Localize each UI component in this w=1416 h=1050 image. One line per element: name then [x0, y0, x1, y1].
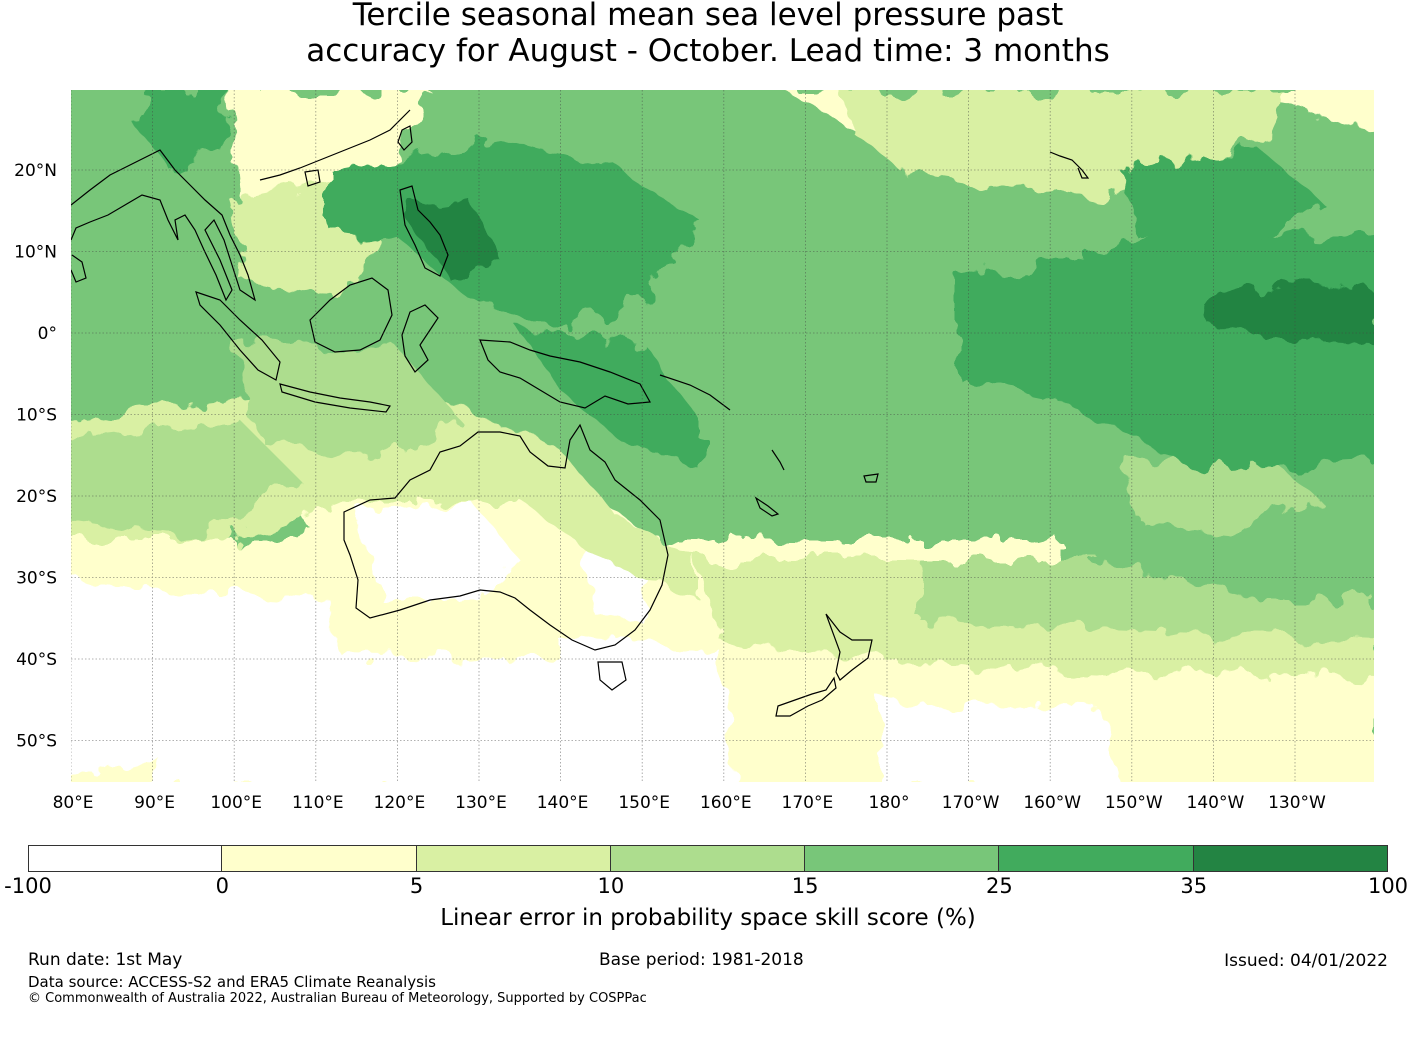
sulawesi-coastline	[401, 304, 439, 373]
colorbar-tick-label: 100	[1367, 874, 1409, 898]
longitude-label: 110°E	[292, 793, 344, 813]
longitude-label: 90°E	[134, 793, 175, 813]
java-coastline	[279, 383, 391, 413]
skill-region	[330, 140, 700, 330]
map-title-line-2: accuracy for August - October. Lead time…	[306, 33, 1110, 69]
longitude-label: 120°E	[374, 793, 426, 813]
longitude-label: 100°E	[210, 793, 262, 813]
longitude-label: 80°E	[53, 793, 94, 813]
hainan-coastline	[304, 169, 321, 187]
skill-region	[151, 650, 579, 782]
hawaii-outline	[1049, 151, 1090, 179]
skill-region	[560, 640, 739, 782]
skill-region	[520, 330, 700, 470]
latitude-label: 0°	[38, 324, 57, 344]
colorbar-tick-label: 10	[597, 874, 625, 898]
skill-score-map: 20°N 10°N 0° 10°S 20°S 30°S 40°S 50°S 80°E 90°E 1…	[14, 90, 1374, 813]
colorbar-tick-label: 5	[409, 874, 424, 898]
philippines-coastline	[399, 185, 449, 277]
latitude-label: 10°S	[16, 406, 57, 426]
colorbar-tick-label: 15	[791, 874, 819, 898]
taiwan-coastline	[397, 125, 413, 151]
longitude-label: 130°E	[455, 793, 507, 813]
sri-lanka-coastline	[71, 254, 87, 283]
colorbar-label: Linear error in probability space skill …	[440, 905, 976, 931]
colorbar-swatch	[28, 845, 223, 871]
latitude-labels: 20°N 10°N 0° 10°S 20°S 30°S 40°S 50°S	[14, 161, 57, 752]
longitude-labels: 80°E 90°E 100°E 110°E 120°E 130°E 140°E 150°E 16…	[53, 793, 1327, 813]
new-zealand-north-coastline	[825, 613, 873, 681]
skill-region	[230, 340, 460, 460]
copyright: © Commonwealth of Australia 2022, Austra…	[28, 991, 647, 1006]
colorbar-swatch	[610, 845, 806, 871]
skill-region	[920, 560, 1374, 640]
tasmania-coastline	[597, 661, 627, 691]
australia-coastline	[343, 423, 669, 651]
skill-region	[1120, 150, 1320, 240]
run-date: Run date: 1st May	[28, 950, 183, 970]
colorbar-swatch	[999, 845, 1194, 871]
new-caledonia-outline	[754, 496, 780, 517]
base-period: Base period: 1981-2018	[599, 950, 804, 970]
latitude-label: 20°S	[16, 487, 57, 507]
pacific-islands	[659, 151, 1090, 517]
longitude-label: 140°W	[1187, 793, 1245, 813]
borneo-coastline	[309, 277, 393, 353]
longitude-label: 150°W	[1105, 793, 1163, 813]
south-china-coastline	[259, 109, 411, 181]
latitude-label: 30°S	[16, 569, 57, 589]
latitude-label: 10°N	[14, 243, 57, 263]
longitude-label: 140°E	[537, 793, 589, 813]
solomon-islands-outline	[659, 374, 731, 411]
skill-region	[1260, 90, 1374, 129]
coastlines	[71, 109, 873, 717]
latitude-label: 20°N	[14, 161, 57, 181]
graticule	[71, 90, 1374, 782]
new-guinea-coastline	[479, 339, 651, 409]
longitude-label: 150°E	[618, 793, 670, 813]
new-zealand-south-coastline	[775, 676, 837, 717]
longitude-label: 130°W	[1268, 793, 1326, 813]
skill-region	[360, 500, 520, 600]
skill-region	[1200, 280, 1374, 345]
sumatra-coastline	[195, 291, 281, 381]
issued-date: Issued: 04/01/2022	[1224, 951, 1388, 971]
longitude-label: 160°E	[700, 793, 752, 813]
fiji-outline	[863, 473, 879, 483]
colorbar-swatch	[805, 845, 1000, 871]
vanuatu-outline	[771, 449, 785, 471]
colorbar-tick-label: -100	[4, 874, 52, 898]
longitude-label: 160°W	[1023, 793, 1081, 813]
longitude-label: 170°W	[942, 793, 1000, 813]
asia-mainland-coastline	[71, 149, 257, 302]
data-source: Data source: ACCESS-S2 and ERA5 Climate …	[28, 973, 436, 991]
skill-region	[400, 200, 500, 280]
map-title-line-1: Tercile seasonal mean sea level pressure…	[352, 0, 1064, 33]
skill-region	[880, 700, 1118, 782]
skill-region	[140, 90, 230, 170]
colorbar	[28, 845, 1388, 873]
latitude-label: 40°S	[16, 650, 57, 670]
colorbar-swatch	[1193, 845, 1388, 871]
longitude-label: 180°	[869, 793, 910, 813]
longitude-label: 170°E	[782, 793, 834, 813]
colorbar-tick-label: 25	[986, 874, 1013, 898]
skill-region	[71, 420, 300, 540]
colorbar-tick-label: 0	[215, 874, 229, 898]
latitude-label: 50°S	[16, 732, 57, 752]
colorbar-tick-label: 35	[1180, 874, 1208, 898]
skill-region	[1130, 450, 1320, 530]
colorbar-swatch	[222, 845, 417, 871]
colorbar-swatch	[416, 845, 611, 871]
